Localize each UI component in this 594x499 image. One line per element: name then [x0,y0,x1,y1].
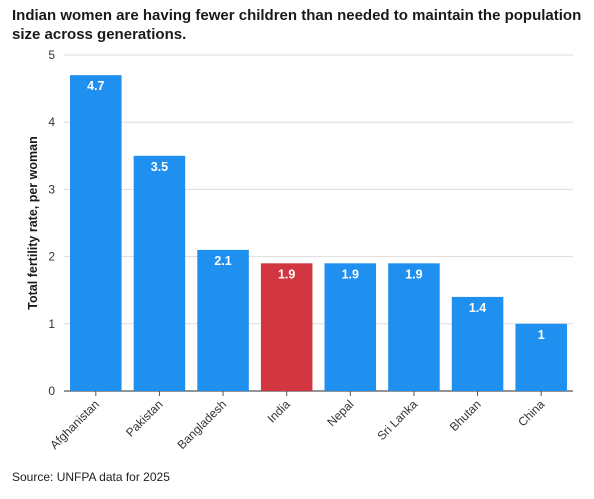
data-label: 1.4 [469,301,486,315]
data-label: 1.9 [278,267,295,281]
chart-title: Indian women are having fewer children t… [12,7,582,43]
x-tick-label: India [265,397,294,426]
x-axis-ticks: Afghanistan Pakistan Bangladesh India Nepal S… [47,391,548,452]
bar-afghanistan [70,75,122,391]
x-tick-label: Afghanistan [47,397,102,452]
data-labels: 4.7 3.5 2.1 1.9 1.9 1.9 1.4 1 [87,79,545,342]
y-tick-label: 1 [48,317,55,331]
y-axis-ticks: 0 1 2 3 4 5 [48,48,55,398]
bar-bangladesh [197,249,249,391]
y-axis-title: Total fertility rate, per woman [26,136,40,309]
bars [70,75,567,391]
y-tick-label: 4 [48,115,55,129]
y-tick-label: 0 [48,384,55,398]
x-tick-label: China [515,397,547,429]
y-tick-label: 2 [48,250,55,264]
bar-china [515,323,567,391]
source-note: Source: UNFPA data for 2025 [12,470,170,484]
bar-nepal [324,263,377,391]
data-label: 1 [538,328,545,342]
data-label: 2.1 [214,254,231,268]
x-tick-label: Nepal [324,397,356,429]
y-tick-label: 3 [48,182,55,196]
x-tick-label: Sri Lanka [374,397,420,443]
data-label: 4.7 [87,79,104,93]
bar-bhutan [451,296,504,391]
data-label: 3.5 [151,160,168,174]
x-tick-label: Bhutan [447,397,484,434]
y-tick-label: 5 [48,48,55,62]
data-label: 1.9 [405,267,422,281]
data-label: 1.9 [342,267,359,281]
bar-pakistan [133,155,186,391]
bar-india [260,263,313,391]
bar-sri-lanka [388,263,440,391]
x-tick-label: Bangladesh [174,397,229,452]
x-tick-label: Pakistan [123,397,165,439]
